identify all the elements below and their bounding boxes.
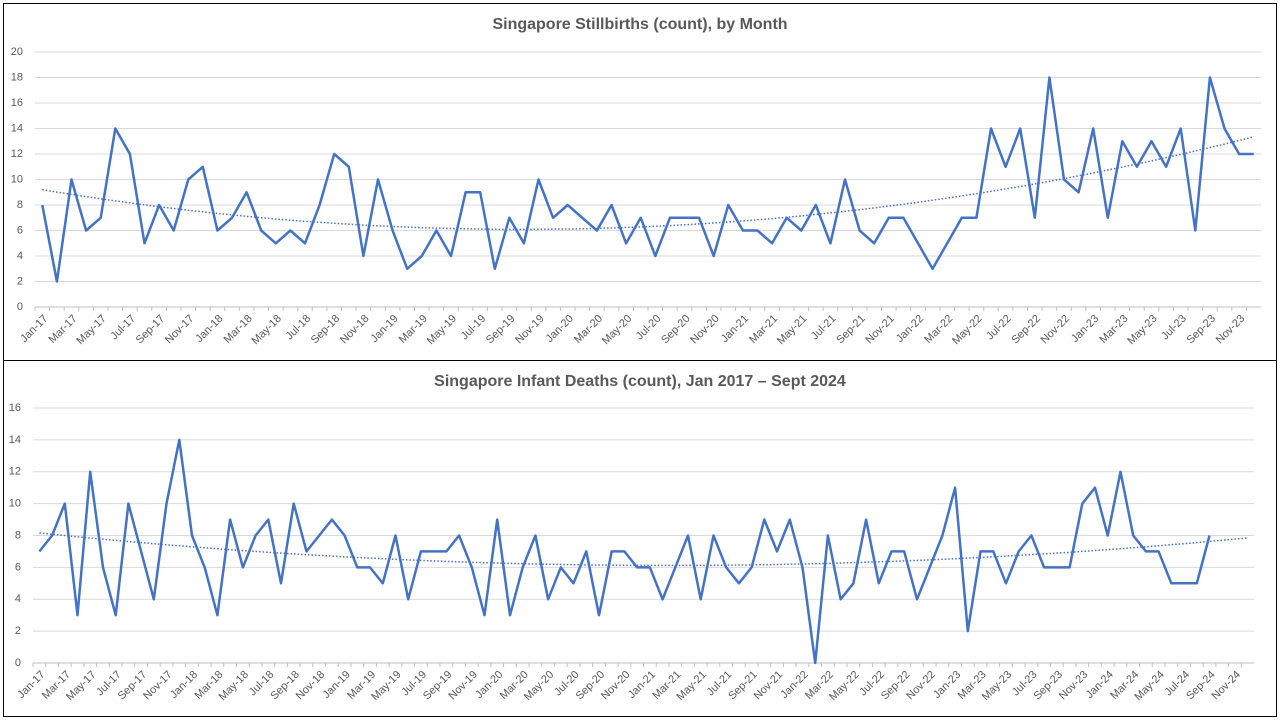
y-tick-label: 16: [11, 97, 23, 109]
data-line: [38, 438, 1211, 665]
y-tick-label: 18: [11, 71, 23, 83]
y-tick-label: 2: [15, 625, 21, 637]
chart-title: Singapore Infant Deaths (count), Jan 201…: [434, 373, 846, 390]
y-tick-label: 8: [15, 529, 21, 541]
y-tick-label: 14: [9, 434, 21, 446]
trendline: [39, 532, 1248, 567]
panel-frame: [3, 3, 1277, 361]
y-tick-label: 6: [15, 561, 21, 573]
y-tick-label: 16: [9, 402, 21, 414]
y-tick-label: 8: [17, 199, 23, 211]
y-tick-label: 2: [17, 275, 23, 287]
chart-title: Singapore Stillbirths (count), by Month: [492, 16, 787, 33]
trendline: [42, 136, 1254, 231]
y-tick-label: 14: [11, 122, 23, 134]
panel-frame: [3, 360, 1277, 717]
y-tick-label: 4: [15, 593, 21, 605]
y-tick-label: 6: [17, 224, 23, 236]
y-tick-label: 10: [9, 498, 21, 510]
y-tick-label: 12: [9, 466, 21, 478]
y-tick-label: 0: [17, 301, 23, 313]
data-line: [41, 76, 1254, 283]
y-tick-label: 10: [11, 173, 23, 185]
y-tick-label: 0: [15, 657, 21, 669]
y-tick-label: 20: [11, 46, 23, 58]
y-tick-label: 12: [11, 148, 23, 160]
y-tick-label: 4: [17, 250, 23, 262]
